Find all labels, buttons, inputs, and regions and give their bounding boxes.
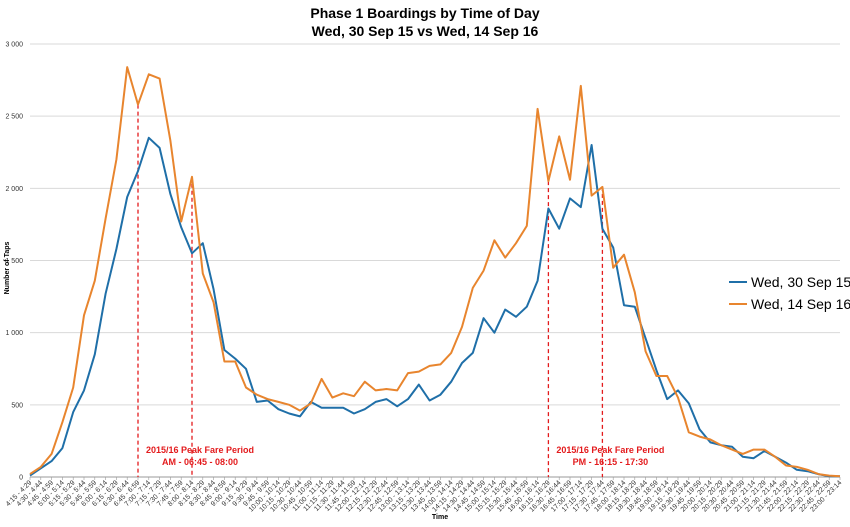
chart-subtitle: Wed, 30 Sep 15 vs Wed, 14 Sep 16 (312, 23, 539, 39)
y-tick-label: 1 000 (5, 330, 23, 337)
x-axis-ticks: 4:15 - 4:294:30 - 4:444:45 - 4:595:00 - … (5, 477, 843, 514)
y-tick-label: 2 000 (5, 186, 23, 193)
peak-fare-markers: 2015/16 Peak Fare Period AM - 06:45 - 08:… (137, 104, 664, 477)
legend-label: Wed, 30 Sep 15 (751, 274, 850, 290)
y-tick-label: 500 (11, 402, 23, 409)
y-axis-label: Number of Taps (4, 242, 11, 295)
legend: Wed, 30 Sep 15 Wed, 14 Sep 16 (729, 274, 850, 312)
y-tick-label: 0 (19, 475, 23, 482)
legend-label: Wed, 14 Sep 16 (751, 296, 850, 312)
y-axis-ticks: 0 500 1 000 1 500 2 000 2 500 3 000 (5, 42, 23, 482)
y-tick-label: 3 000 (5, 42, 23, 49)
peak-fare-label: 2015/16 Peak Fare Period (146, 445, 254, 455)
gridlines (30, 43, 840, 478)
chart-title: Phase 1 Boardings by Time of Day (310, 5, 539, 21)
series-lines (29, 66, 841, 478)
series-line (29, 66, 841, 478)
y-tick-label: 2 500 (5, 114, 23, 121)
x-axis-label: Time (432, 514, 448, 521)
peak-fare-label: AM - 06:45 - 08:00 (162, 457, 238, 467)
y-tick-label: 1 500 (5, 258, 23, 265)
peak-fare-label: 2015/16 Peak Fare Period (556, 445, 664, 455)
series-line (29, 136, 840, 478)
peak-fare-label: PM - 16:15 - 17:30 (573, 457, 649, 467)
